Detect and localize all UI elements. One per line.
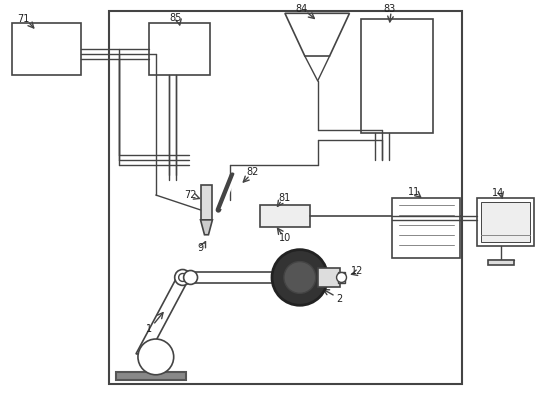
Text: 72: 72 <box>184 190 197 200</box>
Bar <box>149 23 211 75</box>
Circle shape <box>138 339 174 375</box>
Circle shape <box>184 270 197 284</box>
Circle shape <box>336 272 346 282</box>
Text: 11: 11 <box>408 187 420 197</box>
Text: 9: 9 <box>197 243 203 253</box>
Bar <box>476 198 534 246</box>
Polygon shape <box>201 220 212 235</box>
Text: 14: 14 <box>492 188 504 198</box>
Text: 10: 10 <box>279 233 291 243</box>
Bar <box>488 260 514 264</box>
Text: 82: 82 <box>246 167 258 177</box>
Bar <box>116 372 185 380</box>
Text: 81: 81 <box>279 193 291 203</box>
Text: 83: 83 <box>383 4 395 14</box>
Text: 71: 71 <box>18 14 30 24</box>
Text: 84: 84 <box>296 4 308 14</box>
Text: 2: 2 <box>336 294 342 304</box>
Circle shape <box>179 274 187 282</box>
Bar <box>183 272 297 284</box>
Bar <box>201 185 212 220</box>
Circle shape <box>272 250 328 305</box>
Bar <box>260 205 310 227</box>
Text: 1: 1 <box>146 324 152 334</box>
Bar <box>337 272 346 284</box>
Bar <box>392 198 459 258</box>
Circle shape <box>284 262 316 293</box>
Polygon shape <box>136 280 189 354</box>
Bar <box>318 268 340 287</box>
Circle shape <box>174 270 190 286</box>
Bar <box>12 23 82 75</box>
Bar <box>109 11 462 384</box>
Bar <box>362 19 433 134</box>
Text: 12: 12 <box>351 266 364 276</box>
Bar <box>481 202 530 242</box>
Polygon shape <box>285 13 350 56</box>
Text: 85: 85 <box>170 13 182 23</box>
